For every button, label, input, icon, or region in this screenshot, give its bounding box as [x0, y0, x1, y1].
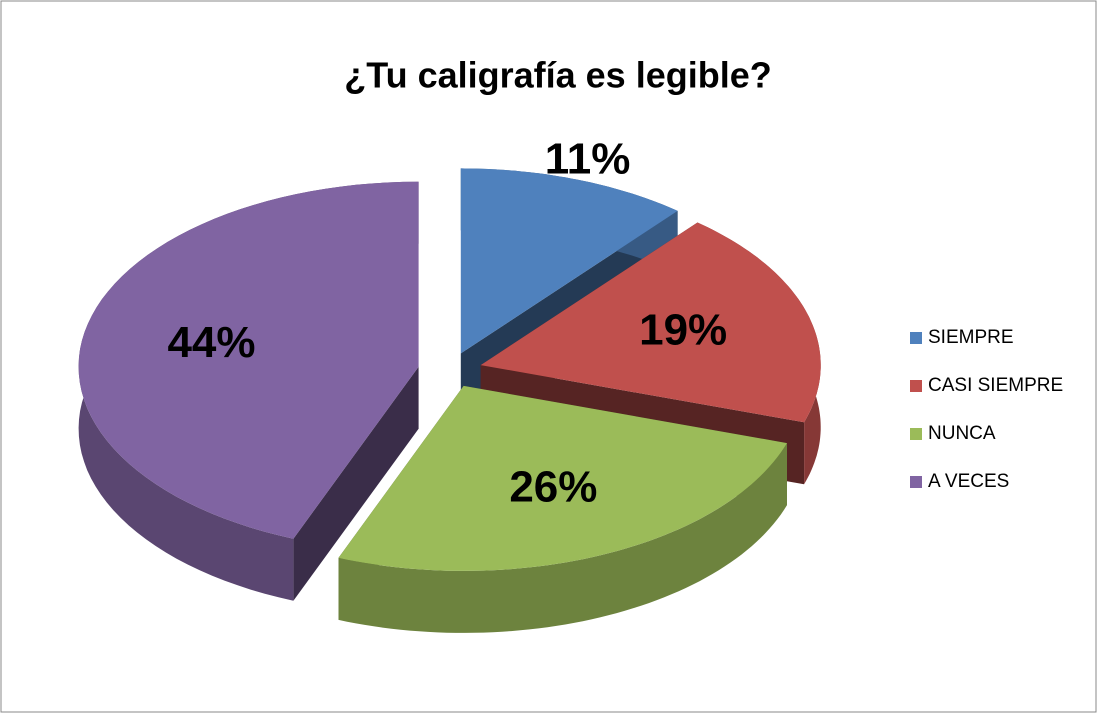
legend-swatch	[910, 332, 922, 344]
pie-slice	[338, 385, 787, 571]
value-label: 11%	[545, 135, 631, 184]
legend-swatch	[910, 428, 922, 440]
pie-slice	[480, 222, 821, 423]
pie-slice	[78, 181, 419, 539]
pie-slice	[460, 168, 678, 354]
chart-title: ¿Tu caligrafía es legible?	[344, 55, 771, 96]
legend-label: SIEMPRE	[928, 327, 1014, 348]
value-label: 19%	[639, 306, 727, 355]
legend-label: NUNCA	[928, 423, 996, 444]
pie-slice-group	[338, 385, 787, 633]
value-label: 44%	[167, 318, 255, 367]
legend-label: CASI SIEMPRE	[928, 375, 1063, 396]
legend-swatch	[910, 476, 922, 488]
legend-label: A VECES	[928, 471, 1009, 492]
slice-side	[338, 443, 787, 633]
legend-swatch	[910, 380, 922, 392]
pie-slice-group	[78, 181, 419, 601]
slice-side	[293, 366, 419, 601]
value-label: 26%	[509, 462, 597, 511]
